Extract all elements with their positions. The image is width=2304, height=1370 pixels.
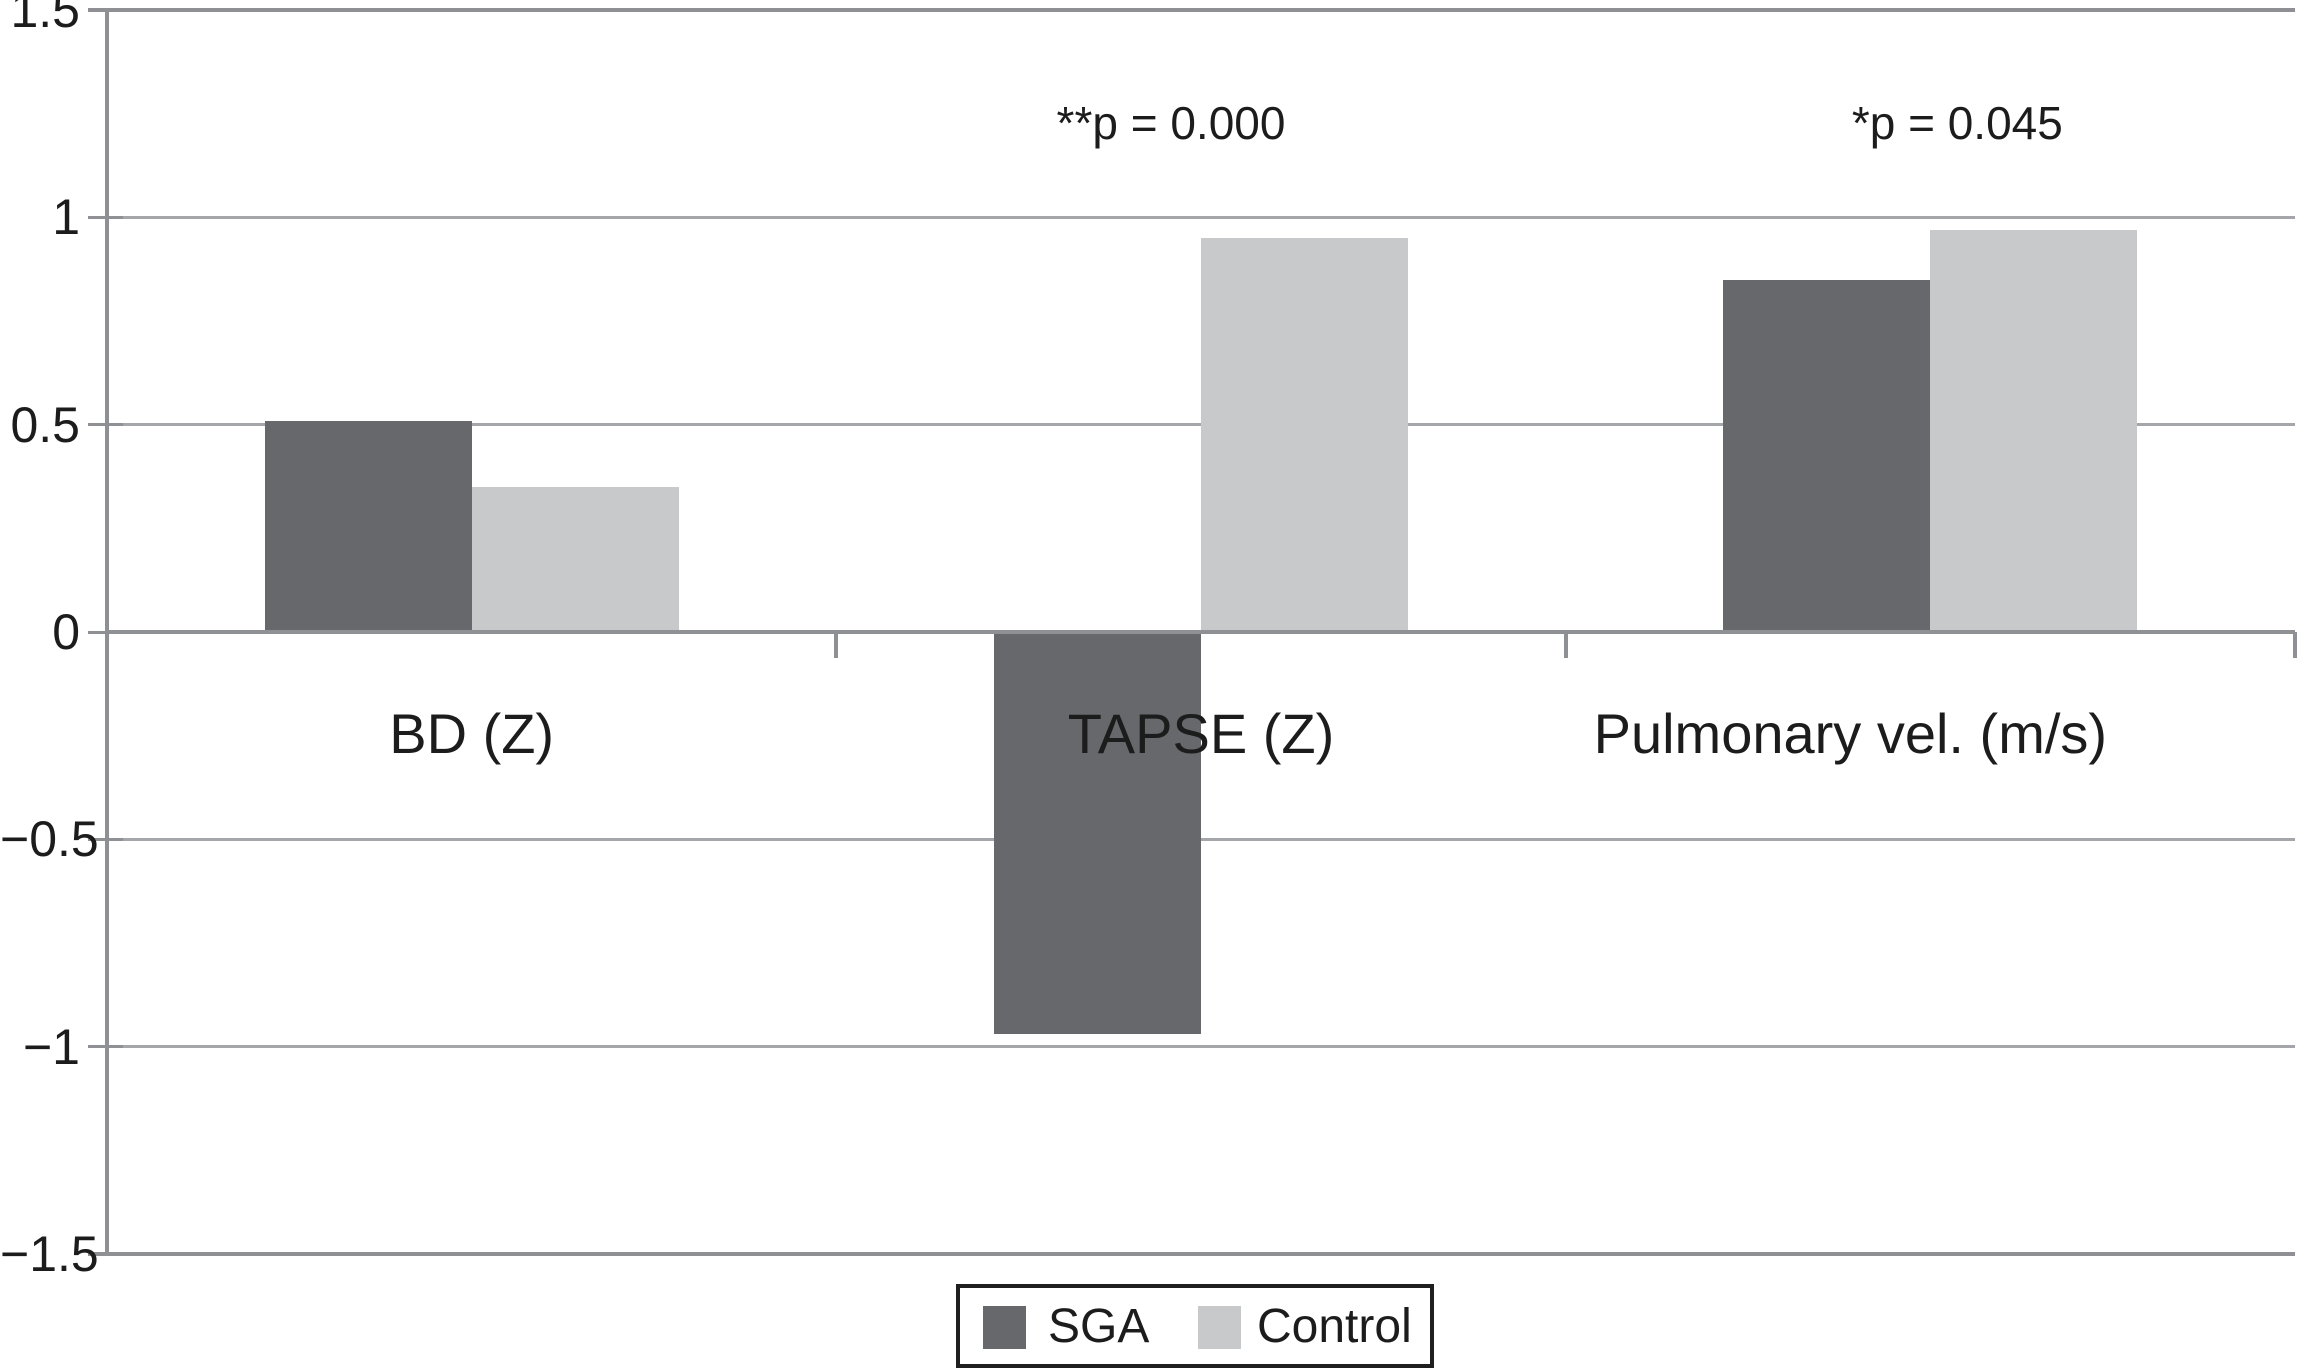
category-label-bd-z: BD (Z) <box>389 702 555 765</box>
legend-swatch-control <box>1198 1306 1241 1349</box>
gridline-1 <box>107 215 2295 219</box>
category-label-tapse-z: TAPSE (Z) <box>1067 702 1335 765</box>
y-axis-label-1: 1 <box>52 189 80 246</box>
x-axis-zero-line <box>107 630 2295 634</box>
bar-control-bd-z <box>471 486 679 632</box>
y-axis-line <box>105 10 109 1254</box>
y-axis-label-0: 0 <box>52 604 80 660</box>
bar-sga-tapse-z <box>994 632 1201 1035</box>
y-tick-−1.5 <box>88 1252 123 1256</box>
gridline-1.5 <box>88 8 2295 12</box>
legend-label-control: Control <box>1257 1300 1412 1353</box>
y-axis-label-0.5: 0.5 <box>10 396 80 453</box>
y-axis-label-−1.5: −1.5 <box>0 1226 99 1282</box>
gridline-−0.5 <box>107 837 2295 841</box>
annotation-pulmonary-vel-m-s: *p = 0.045 <box>1851 97 2063 149</box>
y-axis-label-−0.5: −0.5 <box>0 811 99 868</box>
y-axis-label-−1: −1 <box>22 1018 80 1075</box>
x-axis-boundary-tick-2 <box>1563 632 1568 658</box>
legend-swatch-sga <box>983 1306 1026 1349</box>
legend-box: SGA Control <box>956 1284 1434 1368</box>
gridline-−1.5 <box>88 1252 2295 1256</box>
bar-control-tapse-z <box>1201 238 1408 632</box>
bar-control-pulmonary-vel-m-s <box>1930 229 2138 632</box>
x-axis-boundary-tick-1 <box>834 632 839 658</box>
x-axis-boundary-tick-3 <box>2293 632 2297 658</box>
gridline-−1 <box>107 1045 2295 1049</box>
y-axis-label-1.5: 1.5 <box>10 0 80 38</box>
bar-sga-pulmonary-vel-m-s <box>1723 279 1931 632</box>
annotation-tapse-z: **p = 0.000 <box>1056 97 1286 149</box>
legend-label-sga: SGA <box>1048 1300 1150 1353</box>
category-label-pulmonary-vel-m-s: Pulmonary vel. (m/s) <box>1593 702 2108 765</box>
bar-sga-bd-z <box>264 420 472 632</box>
